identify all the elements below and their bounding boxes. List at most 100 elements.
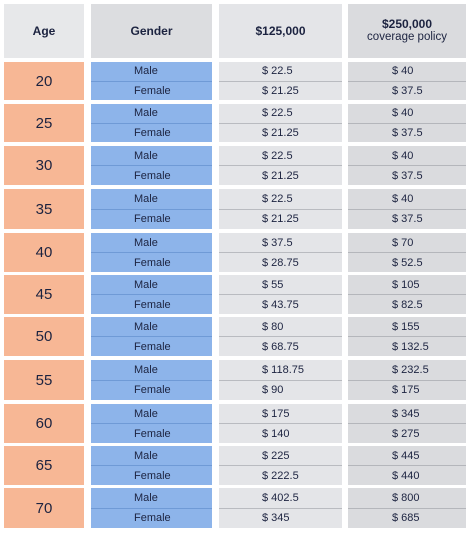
- gender-cell: Male Female: [91, 317, 212, 356]
- rate-250k-male: $ 40: [348, 189, 466, 210]
- gender-cell: Male Female: [91, 189, 212, 229]
- gender-cell: Male Female: [91, 446, 212, 485]
- rate-250k-female: $ 275: [392, 427, 420, 440]
- rate-125k-cell: $ 22.5 $ 21.25: [219, 104, 342, 142]
- rate-250k-female: $ 82.5: [392, 298, 423, 311]
- rate-250k-cell: $ 40 $ 37.5: [348, 146, 466, 185]
- gender-cell: Male Female: [91, 104, 212, 142]
- age-cell: 25: [4, 104, 84, 142]
- gender-female-label: Female: [134, 126, 171, 139]
- age-value: 45: [35, 286, 53, 303]
- gender-cell: Male Female: [91, 360, 212, 400]
- rate-125k-female: $ 21.25: [262, 84, 299, 97]
- rate-125k-cell: $ 37.5 $ 28.75: [219, 233, 342, 272]
- rate-125k-male: $ 118.75: [219, 360, 342, 381]
- rate-250k-cell: $ 232.5 $ 175: [348, 360, 466, 400]
- gender-cell: Male Female: [91, 62, 212, 100]
- header-gender: Gender: [91, 4, 212, 58]
- rate-250k-male: $ 105: [348, 275, 466, 295]
- age-cell: 50: [4, 317, 84, 356]
- gender-female-label: Female: [134, 298, 171, 311]
- rate-125k-cell: $ 118.75 $ 90: [219, 360, 342, 400]
- rate-125k-male: $ 402.5: [219, 488, 342, 509]
- rate-125k-female: $ 345: [262, 512, 290, 525]
- header-coverage-250k-label: $250,000: [381, 17, 433, 31]
- age-cell: 65: [4, 446, 84, 485]
- age-cell: 40: [4, 233, 84, 272]
- rate-250k-cell: $ 40 $ 37.5: [348, 189, 466, 229]
- rate-125k-cell: $ 22.5 $ 21.25: [219, 62, 342, 100]
- age-value: 35: [35, 200, 53, 218]
- gender-male-label: Male: [91, 488, 212, 509]
- gender-male-label: Male: [91, 233, 212, 253]
- gender-male-label: Male: [91, 317, 212, 337]
- rate-125k-female: $ 21.25: [262, 213, 299, 226]
- gender-female-label: Female: [134, 256, 171, 269]
- age-value: 30: [35, 157, 53, 174]
- gender-male-label: Male: [91, 104, 212, 124]
- gender-cell: Male Female: [91, 146, 212, 185]
- rate-125k-cell: $ 402.5 $ 345: [219, 488, 342, 528]
- gender-male-label: Male: [91, 404, 212, 424]
- rate-250k-cell: $ 70 $ 52.5: [348, 233, 466, 272]
- rate-125k-cell: $ 55 $ 43.75: [219, 275, 342, 314]
- gender-male-label: Male: [91, 446, 212, 466]
- rate-125k-male: $ 22.5: [219, 62, 342, 82]
- rate-125k-cell: $ 22.5 $ 21.25: [219, 146, 342, 185]
- rate-250k-cell: $ 40 $ 37.5: [348, 104, 466, 142]
- age-value: 60: [35, 415, 53, 432]
- header-coverage-250k-sublabel: coverage policy: [367, 31, 447, 43]
- header-gender-label: Gender: [130, 23, 173, 38]
- age-value: 50: [35, 328, 53, 345]
- age-value: 25: [35, 114, 53, 132]
- gender-cell: Male Female: [91, 404, 212, 443]
- rate-125k-cell: $ 22.5 $ 21.25: [219, 189, 342, 229]
- rate-125k-cell: $ 80 $ 68.75: [219, 317, 342, 356]
- rate-125k-male: $ 22.5: [219, 146, 342, 166]
- gender-female-label: Female: [134, 84, 171, 97]
- rate-125k-male: $ 22.5: [219, 104, 342, 124]
- rate-250k-cell: $ 800 $ 685: [348, 488, 466, 528]
- rate-250k-female: $ 685: [392, 512, 420, 525]
- gender-male-label: Male: [91, 146, 212, 166]
- gender-female-label: Female: [134, 469, 171, 482]
- age-cell: 60: [4, 404, 84, 443]
- rate-250k-male: $ 40: [348, 146, 466, 166]
- rate-250k-male: $ 40: [348, 62, 466, 82]
- rate-125k-male: $ 175: [219, 404, 342, 424]
- gender-female-label: Female: [134, 384, 171, 397]
- rate-250k-female: $ 52.5: [392, 256, 423, 269]
- rate-125k-female: $ 21.25: [262, 169, 299, 182]
- rate-250k-female: $ 37.5: [392, 213, 423, 226]
- rate-125k-female: $ 140: [262, 427, 290, 440]
- gender-male-label: Male: [91, 360, 212, 381]
- rate-125k-female: $ 222.5: [262, 469, 299, 482]
- rate-125k-male: $ 225: [219, 446, 342, 466]
- gender-female-label: Female: [134, 512, 171, 525]
- gender-female-label: Female: [134, 340, 171, 353]
- age-value: 65: [35, 457, 53, 474]
- rate-125k-male: $ 55: [219, 275, 342, 295]
- age-value: 55: [35, 371, 53, 389]
- rate-250k-female: $ 37.5: [392, 169, 423, 182]
- rate-125k-cell: $ 225 $ 222.5: [219, 446, 342, 485]
- age-cell: 20: [4, 62, 84, 100]
- gender-female-label: Female: [134, 213, 171, 226]
- rate-250k-cell: $ 155 $ 132.5: [348, 317, 466, 356]
- age-value: 70: [35, 499, 53, 517]
- rate-250k-female: $ 132.5: [392, 340, 429, 353]
- gender-male-label: Male: [91, 189, 212, 210]
- gender-cell: Male Female: [91, 233, 212, 272]
- rate-125k-female: $ 21.25: [262, 126, 299, 139]
- gender-cell: Male Female: [91, 275, 212, 314]
- rate-250k-male: $ 155: [348, 317, 466, 337]
- rate-250k-female: $ 37.5: [392, 126, 423, 139]
- age-cell: 45: [4, 275, 84, 314]
- gender-female-label: Female: [134, 427, 171, 440]
- header-coverage-125k-label: $125,000: [255, 23, 306, 38]
- age-value: 20: [35, 72, 53, 90]
- rate-250k-cell: $ 105 $ 82.5: [348, 275, 466, 314]
- gender-female-label: Female: [134, 169, 171, 182]
- rate-125k-female: $ 43.75: [262, 298, 299, 311]
